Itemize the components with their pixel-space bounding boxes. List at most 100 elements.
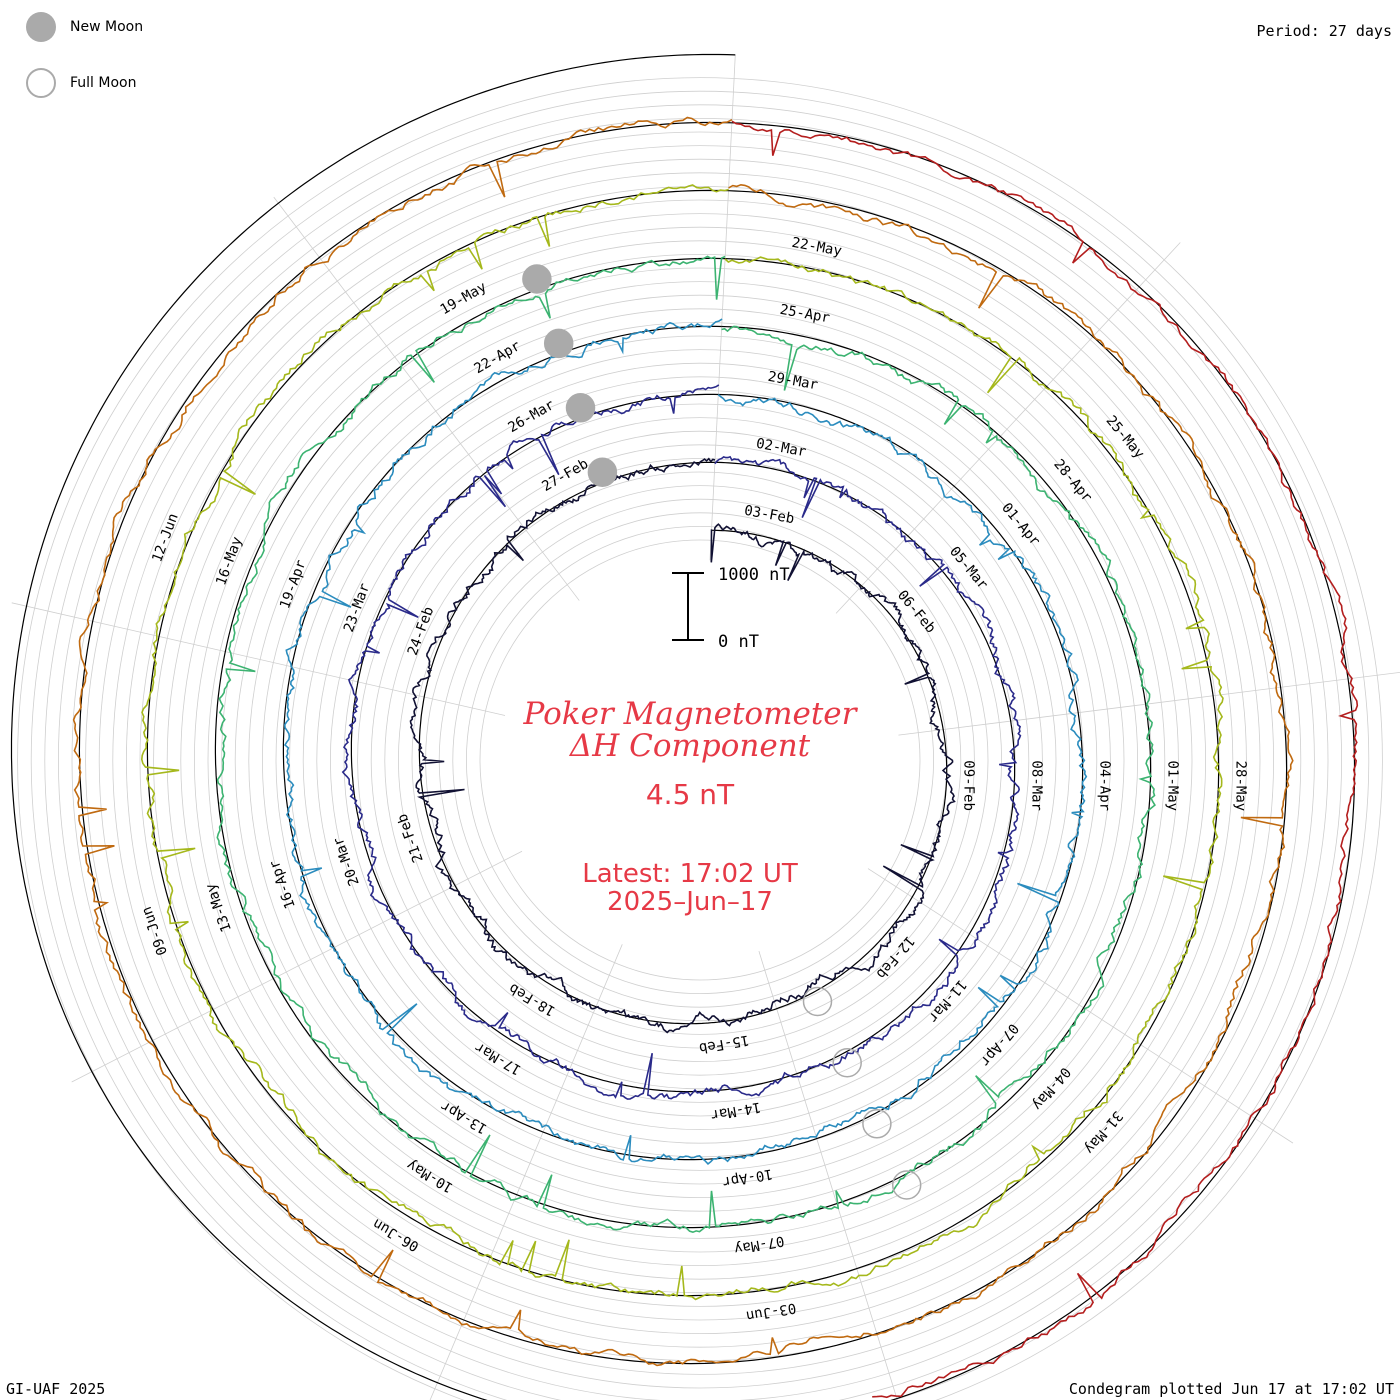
date-label: 22-May (790, 235, 843, 260)
grid-ring (289, 349, 1111, 1171)
grid-spoke (429, 944, 623, 1400)
date-label: 20-Mar (331, 835, 363, 888)
grid-ring (221, 281, 1179, 1239)
trace-rotation-7 (731, 120, 1359, 1399)
scale-top-label: 1000 nT (718, 565, 790, 585)
grid-ring (438, 498, 962, 1022)
date-label: 03-Jun (745, 1299, 798, 1323)
date-label: 18-Feb (506, 980, 558, 1019)
grid-spoke (835, 242, 1181, 614)
date-label: 16-Apr (267, 858, 299, 911)
grid-ring (31, 91, 1369, 1400)
chart-title: Poker Magnetometer ΔH Component (440, 698, 940, 762)
grid-ring (343, 403, 1057, 1117)
date-label: 09-Feb (960, 760, 976, 811)
grid-ring (234, 294, 1166, 1226)
reference-spiral (146, 189, 1220, 1297)
reference-spiral (418, 461, 948, 1025)
legend-new-moon: New Moon (26, 12, 143, 42)
grid-spoke (71, 850, 523, 1083)
trace-rotation-1 (409, 457, 956, 1034)
grid-ring (329, 389, 1071, 1131)
latest-time: Latest: 17:02 UT (582, 859, 798, 889)
date-label: 28-May (1232, 761, 1248, 812)
new-moon-marker (522, 264, 552, 294)
date-label: 23-Mar (341, 581, 373, 634)
date-label: 02-Mar (755, 436, 808, 461)
grid-ring (479, 539, 921, 981)
full-moon-marker (862, 1109, 892, 1139)
date-label: 29-Mar (767, 369, 820, 394)
date-label: 03-Feb (743, 503, 796, 528)
date-label: 12-Jun (149, 511, 181, 564)
date-label: 27-Feb (539, 456, 591, 495)
date-label: 16-May (213, 535, 245, 588)
grid-ring (17, 77, 1383, 1400)
date-label: 15-Feb (698, 1031, 751, 1055)
grid-ring (465, 526, 935, 995)
full-moon-marker (891, 1170, 922, 1200)
date-label: 07-May (733, 1232, 786, 1256)
grid-ring (248, 308, 1152, 1212)
full-moon-marker (802, 986, 833, 1017)
full-moon-icon (26, 68, 56, 98)
legend-new-moon-label: New Moon (70, 19, 144, 35)
grid-spoke (898, 671, 1400, 736)
scale-bottom-label: 0 nT (718, 632, 759, 652)
reference-spiral (350, 393, 1016, 1093)
grid-ring (85, 145, 1315, 1375)
latest-date: 2025–Jun–17 (607, 887, 773, 917)
plotted-label: Condegram plotted Jun 17 at 17:02 UT (1068, 1380, 1394, 1398)
legend-full-moon-label: Full Moon (70, 75, 137, 91)
reference-spiral (78, 121, 1288, 1365)
trace-layer (72, 116, 1359, 1399)
trace-rotation-5 (140, 184, 1224, 1301)
date-label: 13-May (203, 881, 235, 934)
grid-spoke (273, 196, 580, 601)
grid-spoke (867, 868, 1294, 1144)
grid-ring (153, 213, 1247, 1307)
credit-label: GI-UAF 2025 (6, 1380, 106, 1398)
grid-spoke (758, 951, 898, 1400)
date-label: 26-Mar (506, 397, 558, 436)
chart-title-line1: Poker Magnetometer (523, 696, 857, 732)
grid-spoke (11, 602, 506, 716)
date-label: 09-Jun (139, 904, 171, 957)
grid-ring (71, 131, 1329, 1389)
scale-bar: 1000 nT 0 nT (672, 565, 790, 652)
trace-rotation-2 (341, 384, 1022, 1100)
date-label: 04-Apr (1096, 760, 1112, 811)
grid-ring (357, 417, 1043, 1103)
date-label: 17-Mar (472, 1039, 524, 1078)
period-label: Period: 27 days (1256, 22, 1392, 40)
reference-spiral (10, 53, 1356, 1400)
grid-ring (370, 430, 1030, 1090)
grid-ring (207, 267, 1193, 1253)
grid-ring (166, 226, 1234, 1294)
grid-ring (112, 172, 1288, 1348)
date-label: 21-Feb (395, 812, 427, 865)
grid-ring (193, 253, 1207, 1267)
date-label: 01-May (1164, 760, 1180, 811)
new-moon-marker (565, 393, 596, 423)
grid-ring (58, 118, 1342, 1400)
date-label: 12-Feb (873, 933, 918, 982)
grid-ring (180, 240, 1220, 1280)
grid-ring (275, 335, 1125, 1185)
new-moon-marker (587, 457, 618, 487)
grid-ring (126, 186, 1274, 1334)
date-label: 25-Apr (778, 302, 831, 327)
current-value: 4.5 nT (645, 778, 735, 811)
trace-rotation-6 (72, 116, 1294, 1367)
trace-rotation-3 (283, 318, 1088, 1165)
new-moon-marker (543, 328, 574, 359)
grid-ring (397, 457, 1003, 1063)
reference-spiral-layer (10, 53, 1356, 1400)
grid-ring (452, 512, 948, 1008)
reference-spiral (282, 325, 1084, 1161)
grid-ring (384, 444, 1016, 1076)
date-label: 22-Apr (472, 338, 524, 377)
date-label: 19-May (438, 279, 490, 318)
new-moon-icon (26, 12, 56, 42)
